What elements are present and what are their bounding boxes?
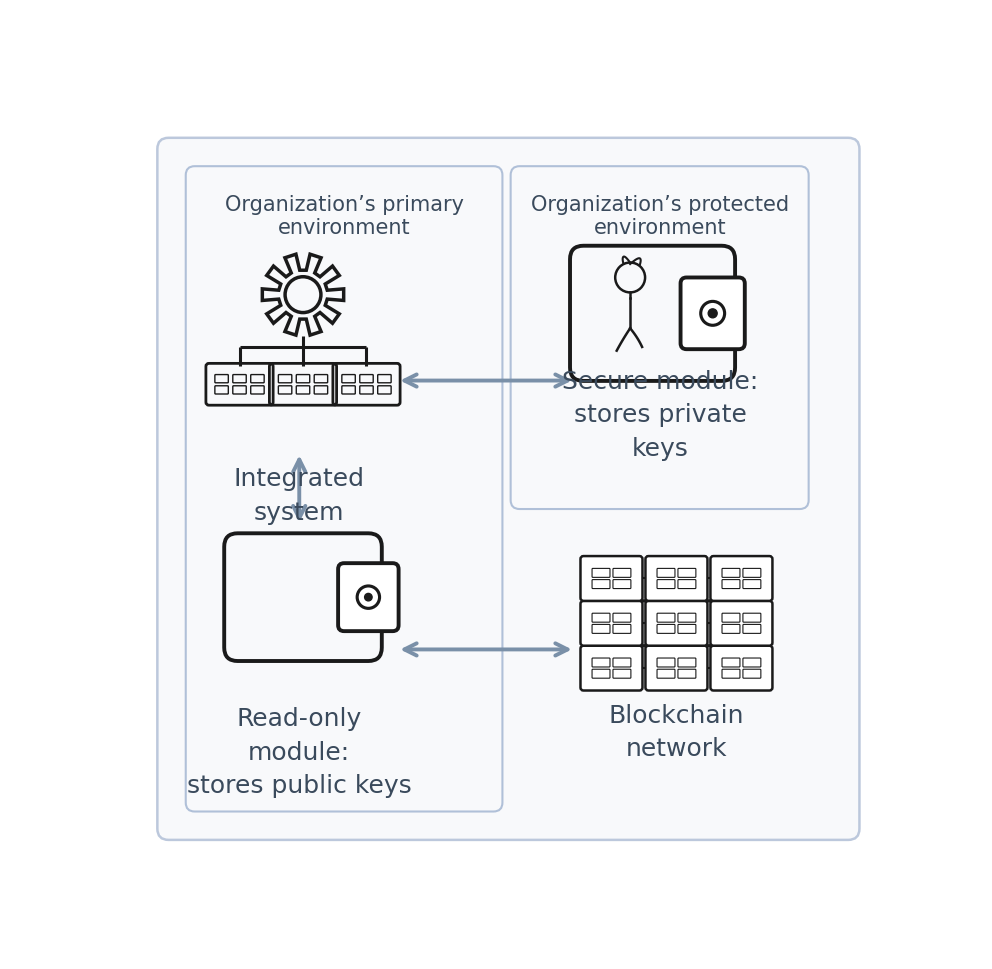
FancyBboxPatch shape: [710, 556, 773, 601]
Text: Read-only
module:
stores public keys: Read-only module: stores public keys: [186, 706, 412, 797]
FancyBboxPatch shape: [646, 646, 707, 691]
FancyBboxPatch shape: [646, 601, 707, 646]
Text: Blockchain
network: Blockchain network: [609, 703, 744, 761]
Text: Integrated
system: Integrated system: [234, 467, 365, 524]
Circle shape: [708, 309, 717, 319]
Text: Secure module:
stores private
keys: Secure module: stores private keys: [561, 369, 758, 460]
FancyBboxPatch shape: [158, 139, 859, 840]
Text: Organization’s protected
environment: Organization’s protected environment: [531, 195, 789, 237]
FancyBboxPatch shape: [681, 278, 745, 350]
FancyBboxPatch shape: [580, 646, 643, 691]
Text: Organization’s primary
environment: Organization’s primary environment: [224, 195, 463, 237]
FancyBboxPatch shape: [338, 564, 399, 632]
FancyBboxPatch shape: [710, 601, 773, 646]
Circle shape: [365, 594, 372, 601]
FancyBboxPatch shape: [580, 556, 643, 601]
FancyBboxPatch shape: [710, 646, 773, 691]
FancyBboxPatch shape: [580, 601, 643, 646]
FancyBboxPatch shape: [646, 556, 707, 601]
